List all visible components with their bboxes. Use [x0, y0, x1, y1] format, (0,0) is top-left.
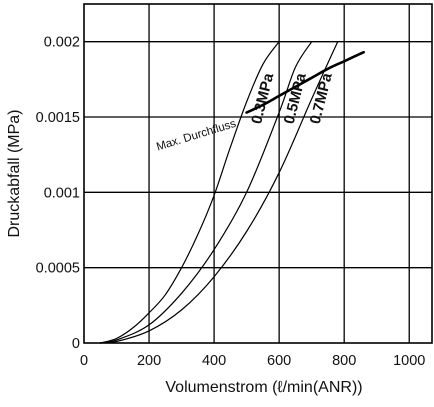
x-tick-label: 1000 — [393, 353, 425, 369]
x-tick-label: 600 — [267, 353, 291, 369]
y-tick-label: 0.001 — [44, 185, 80, 201]
y-tick-label: 0 — [72, 336, 80, 352]
x-tick-label: 0 — [80, 353, 88, 369]
series-line-max-durchfluss — [245, 50, 365, 114]
y-tick-label: 0.0005 — [36, 261, 80, 277]
series-line-0-5mpa — [99, 41, 313, 344]
x-tick-label: 800 — [332, 353, 356, 369]
y-tick-label: 0.002 — [44, 35, 80, 51]
x-axis-label: Volumenstrom (ℓ/min(ANR)) — [165, 379, 362, 396]
plot-frame — [83, 3, 433, 344]
x-tick-label: 400 — [202, 353, 226, 369]
tick-labels: 0 200 400 600 800 1000 0 0.0005 0.001 0.0015 0.002 — [36, 35, 426, 369]
y-tick-label: 0.0015 — [36, 110, 80, 126]
series-line-0-7mpa — [99, 41, 339, 344]
x-tick-label: 200 — [137, 353, 161, 369]
series-line-0-3mpa — [99, 41, 280, 344]
y-axis-label: Druckabfall (MPa) — [6, 109, 23, 237]
